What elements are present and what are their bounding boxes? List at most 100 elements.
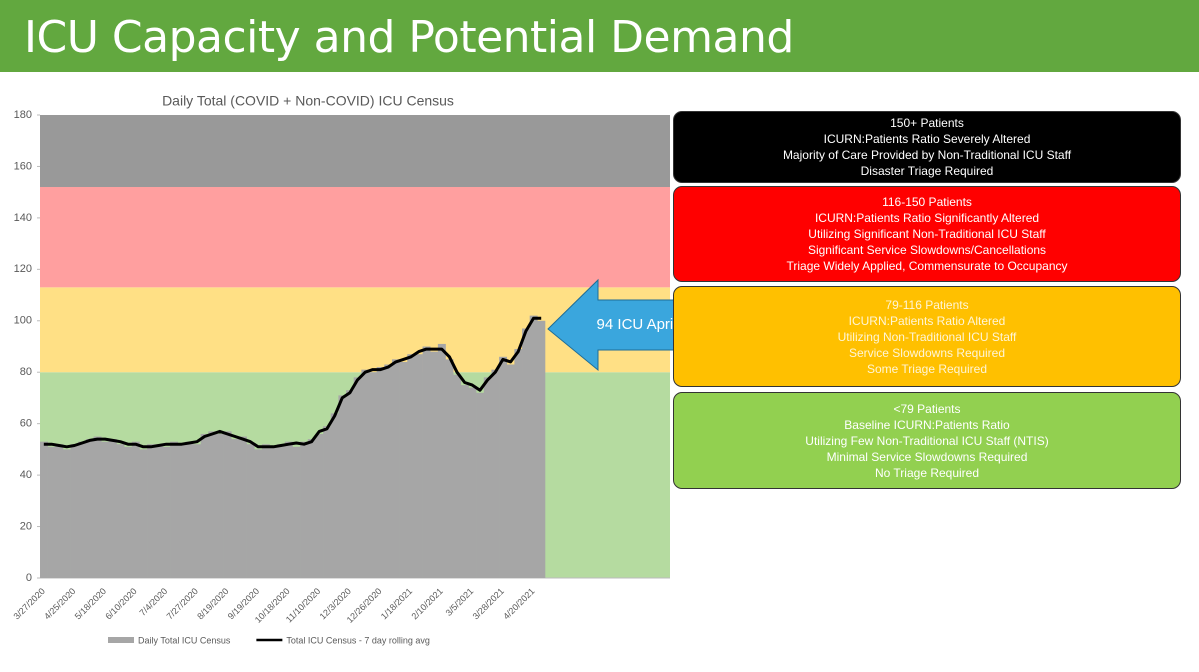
y-tick-label: 180 bbox=[14, 109, 32, 121]
bar bbox=[269, 446, 278, 578]
panel-line: Triage Widely Applied, Commensurate to O… bbox=[786, 259, 1068, 273]
panel-line: <79 Patients bbox=[893, 401, 961, 416]
bar bbox=[506, 364, 515, 578]
bar bbox=[445, 359, 454, 578]
zone-band bbox=[40, 115, 670, 188]
y-tick-label: 40 bbox=[20, 469, 32, 481]
bar bbox=[499, 356, 508, 578]
bar bbox=[223, 431, 232, 578]
bar bbox=[399, 361, 408, 578]
panel: 116-150 Patients ICURN:Patients Ratio Sig… bbox=[673, 186, 1181, 282]
bar bbox=[491, 369, 500, 578]
x-tick-label: 2/10/2021 bbox=[409, 586, 444, 621]
bar bbox=[369, 372, 377, 578]
panel-line: ICURN:Patients Ratio Altered bbox=[848, 313, 1006, 328]
x-tick-label: 4/25/2020 bbox=[42, 586, 77, 621]
bar bbox=[162, 446, 171, 578]
bar bbox=[514, 349, 523, 578]
panel-line: Utilizing Few Non-Traditional ICU Staff … bbox=[805, 433, 1049, 448]
bar bbox=[124, 446, 133, 578]
y-tick-label: 100 bbox=[14, 315, 32, 327]
bar bbox=[139, 449, 148, 578]
bar bbox=[231, 439, 240, 578]
bar bbox=[47, 446, 56, 578]
y-tick-label: 80 bbox=[20, 366, 32, 378]
legend-label: Total ICU Census - 7 day rolling avg bbox=[286, 635, 430, 645]
bar bbox=[430, 351, 439, 578]
y-tick-label: 60 bbox=[20, 418, 32, 430]
bar bbox=[238, 436, 247, 578]
bar bbox=[170, 441, 179, 578]
x-tick-label: 5/18/2020 bbox=[73, 586, 108, 621]
panel-line: 116-150 Patients bbox=[882, 195, 972, 209]
bar bbox=[307, 439, 316, 578]
bar bbox=[108, 439, 117, 578]
bar bbox=[177, 444, 186, 578]
bar bbox=[361, 369, 370, 578]
y-tick-label: 160 bbox=[14, 160, 32, 172]
bar bbox=[338, 395, 347, 578]
line bbox=[43, 316, 542, 449]
panel-line: ICURN:Patients Ratio Severely Altered bbox=[823, 132, 1031, 146]
page-title: ICU Capacity and Potential Demand bbox=[24, 12, 794, 63]
panel-line: 79-116 Patients bbox=[885, 297, 969, 312]
x-tick-label: 7/27/2020 bbox=[165, 586, 200, 621]
bar bbox=[261, 444, 270, 578]
x-tick-label: 6/10/2020 bbox=[103, 586, 138, 621]
bar bbox=[70, 444, 79, 578]
bar bbox=[315, 433, 324, 578]
y-tick-label: 140 bbox=[14, 212, 32, 224]
bar bbox=[78, 441, 87, 578]
x-tick-label: 1/18/2021 bbox=[379, 586, 414, 621]
header: ICU Capacity and Potential Demand bbox=[0, 0, 1199, 72]
bar bbox=[437, 343, 446, 578]
panel: 150+ Patients ICURN:Patients Ratio Severe… bbox=[673, 111, 1181, 183]
panel-line: Utilizing Significant Non-Traditional IC… bbox=[808, 227, 1046, 241]
bar bbox=[55, 444, 64, 578]
bar bbox=[522, 328, 530, 578]
bar bbox=[116, 444, 125, 578]
legend-swatch bbox=[108, 637, 134, 643]
panel: 79-116 Patients ICURN:Patients Ratio Alte… bbox=[673, 286, 1181, 387]
bar bbox=[62, 449, 71, 578]
panel-line: Majority of Care Provided by Non-Traditi… bbox=[782, 148, 1072, 162]
bar bbox=[422, 346, 431, 578]
bar bbox=[254, 449, 263, 578]
bar bbox=[85, 439, 94, 578]
callout-text: 94 ICU April 22 bbox=[597, 316, 698, 333]
chart-title: Daily Total (COVID + Non-COVID) ICU Cens… bbox=[162, 93, 454, 109]
panel-line: Service Slowdowns Required bbox=[848, 345, 1006, 360]
bar bbox=[537, 320, 546, 578]
bar bbox=[200, 433, 209, 578]
panel: <79 Patients Baseline ICURN:Patients Rati… bbox=[673, 392, 1181, 489]
y-tick-label: 20 bbox=[20, 520, 32, 532]
bar bbox=[284, 441, 293, 578]
bar bbox=[101, 441, 110, 578]
panel-line: Baseline ICURN:Patients Ratio bbox=[844, 417, 1010, 432]
bar bbox=[147, 444, 156, 578]
bar bbox=[476, 392, 485, 578]
bar bbox=[468, 387, 477, 578]
y-tick-label: 120 bbox=[14, 263, 32, 275]
bar bbox=[353, 377, 362, 578]
x-tick-label: 3/28/2021 bbox=[471, 586, 506, 621]
bar bbox=[384, 364, 393, 578]
panel-line: Utilizing Non-Traditional ICU Staff bbox=[837, 329, 1017, 344]
zone-band bbox=[40, 187, 670, 288]
panel-line: Disaster Triage Required bbox=[860, 164, 994, 178]
panel-line: 150+ Patients bbox=[890, 116, 964, 130]
bar bbox=[376, 367, 385, 578]
bar bbox=[185, 441, 194, 578]
bar bbox=[300, 441, 309, 578]
bar bbox=[193, 444, 201, 578]
bar bbox=[131, 441, 140, 578]
y-tick-label: 0 bbox=[26, 572, 32, 584]
x-tick-label: 4/20/2021 bbox=[501, 586, 536, 621]
panel-line: No Triage Required bbox=[874, 465, 980, 480]
bar bbox=[330, 413, 339, 578]
bar bbox=[414, 354, 423, 578]
bar bbox=[292, 446, 301, 578]
bar bbox=[323, 426, 332, 578]
